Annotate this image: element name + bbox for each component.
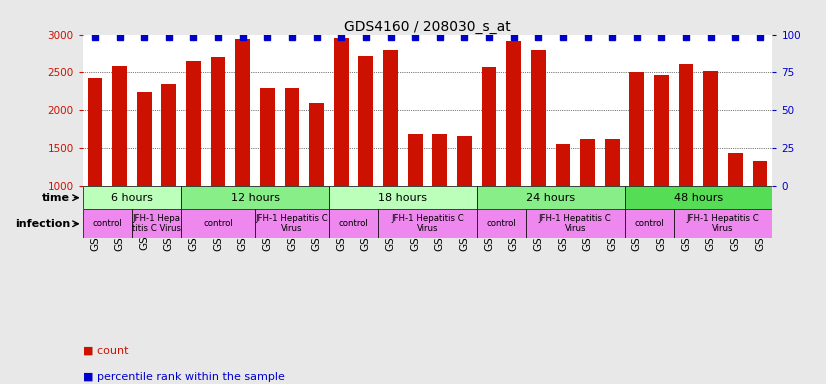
Bar bbox=[260, 88, 275, 262]
Title: GDS4160 / 208030_s_at: GDS4160 / 208030_s_at bbox=[344, 20, 510, 33]
Bar bbox=[334, 38, 349, 262]
Text: JFH-1 Hepa
titis C Virus: JFH-1 Hepa titis C Virus bbox=[132, 214, 181, 233]
Bar bbox=[83, 186, 181, 210]
Text: control: control bbox=[203, 219, 233, 228]
Bar bbox=[624, 210, 674, 238]
Bar bbox=[88, 78, 102, 262]
Bar bbox=[132, 210, 181, 238]
Text: JFH-1 Hepatitis C
Virus: JFH-1 Hepatitis C Virus bbox=[391, 214, 464, 233]
Text: control: control bbox=[634, 219, 664, 228]
Bar bbox=[186, 61, 201, 262]
Text: ■ percentile rank within the sample: ■ percentile rank within the sample bbox=[83, 372, 284, 382]
Bar bbox=[654, 74, 669, 262]
Bar bbox=[556, 144, 570, 262]
Text: ■ count: ■ count bbox=[83, 345, 128, 355]
Bar bbox=[605, 139, 620, 262]
Bar bbox=[526, 210, 624, 238]
Bar bbox=[329, 210, 378, 238]
Bar bbox=[211, 56, 225, 262]
Bar bbox=[679, 64, 694, 262]
Bar bbox=[358, 56, 373, 262]
Bar bbox=[477, 210, 526, 238]
Bar bbox=[161, 84, 176, 262]
Bar bbox=[235, 39, 250, 262]
Text: JFH-1 Hepatitis C
Virus: JFH-1 Hepatitis C Virus bbox=[686, 214, 759, 233]
Bar bbox=[137, 92, 152, 262]
Bar bbox=[181, 210, 255, 238]
Bar bbox=[112, 66, 127, 262]
Bar bbox=[255, 210, 329, 238]
Text: 18 hours: 18 hours bbox=[378, 193, 427, 203]
Bar bbox=[457, 136, 472, 262]
Bar bbox=[703, 71, 718, 262]
Bar bbox=[181, 186, 329, 210]
Bar bbox=[329, 186, 477, 210]
Bar bbox=[506, 41, 521, 262]
Bar bbox=[629, 72, 644, 262]
Text: control: control bbox=[93, 219, 122, 228]
Bar bbox=[432, 134, 447, 262]
Bar bbox=[378, 210, 477, 238]
Text: infection: infection bbox=[15, 219, 70, 229]
Bar bbox=[674, 210, 772, 238]
Bar bbox=[482, 67, 496, 262]
Text: 48 hours: 48 hours bbox=[674, 193, 723, 203]
Bar bbox=[624, 186, 772, 210]
Bar bbox=[752, 161, 767, 262]
Text: time: time bbox=[42, 193, 70, 203]
Bar bbox=[83, 210, 132, 238]
Text: JFH-1 Hepatitis C
Virus: JFH-1 Hepatitis C Virus bbox=[539, 214, 611, 233]
Text: JFH-1 Hepatitis C
Virus: JFH-1 Hepatitis C Virus bbox=[255, 214, 329, 233]
Bar bbox=[285, 88, 299, 262]
Bar bbox=[383, 50, 398, 262]
Bar bbox=[477, 186, 624, 210]
Text: 12 hours: 12 hours bbox=[230, 193, 279, 203]
Bar bbox=[531, 50, 546, 262]
Bar bbox=[728, 152, 743, 262]
Text: 24 hours: 24 hours bbox=[526, 193, 575, 203]
Bar bbox=[309, 103, 324, 262]
Text: control: control bbox=[339, 219, 368, 228]
Bar bbox=[580, 139, 595, 262]
Text: control: control bbox=[487, 219, 516, 228]
Bar bbox=[408, 134, 423, 262]
Text: 6 hours: 6 hours bbox=[111, 193, 153, 203]
